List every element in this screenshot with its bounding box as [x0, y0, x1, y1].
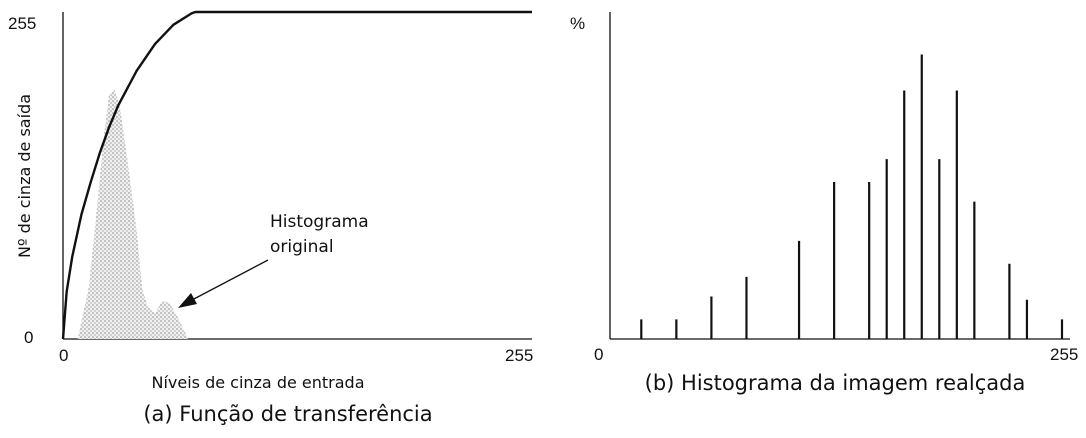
chart-b-caption: (b) Histograma da imagem realçada	[645, 371, 1026, 395]
chart-b-bar-layer	[640, 54, 1064, 339]
chart-b-y-label: %	[570, 14, 585, 33]
chart-a-y-label: Nº de cinza de saída	[15, 94, 34, 258]
annotation-arrowhead	[178, 293, 197, 308]
chart-b: % 0 255 (b) Histograma da imagem realçad…	[570, 12, 1078, 395]
annotation-line-1: Histograma	[270, 212, 369, 232]
chart-a-x-tick-max: 255	[505, 346, 533, 365]
chart-a-y-tick-max: 255	[8, 14, 36, 33]
chart-a: 255 0 0 255 Nº de cinza de saída Níveis …	[8, 10, 533, 426]
chart-a-caption: (a) Função de transferência	[143, 402, 432, 426]
annotation-arrow-shaft	[191, 259, 269, 301]
chart-b-x-tick-min: 0	[594, 345, 603, 364]
chart-a-y-tick-min: 0	[24, 328, 33, 347]
annotation-line-2: original	[270, 237, 334, 257]
chart-a-x-tick-min: 0	[59, 346, 68, 365]
original-histogram-area	[77, 88, 189, 339]
chart-b-x-tick-max: 255	[1050, 345, 1078, 364]
chart-a-x-label: Níveis de cinza de entrada	[151, 373, 364, 392]
chart-a-curve-layer	[61, 10, 532, 340]
transfer-function-curve	[61, 10, 532, 340]
chart-a-histogram-layer	[77, 88, 189, 339]
